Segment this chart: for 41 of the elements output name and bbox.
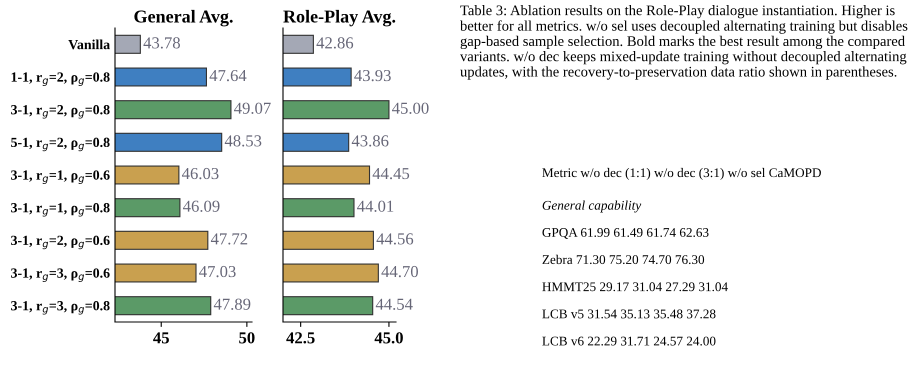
x-tick-label: 42.5: [286, 332, 315, 344]
data-label: 43.78: [143, 37, 180, 49]
text: General capability: [542, 200, 642, 212]
y-tick-label: 1-1, r$_{g}$=2, ρ$_{g}$=0.8: [12, 72, 110, 86]
data-label: 46.09: [183, 200, 220, 212]
data-label: 49.07: [234, 102, 271, 114]
data-label: 47.72: [210, 233, 248, 245]
data-label: 44.45: [372, 168, 410, 180]
data-label: 44.56: [376, 233, 414, 245]
data-label: 43.93: [354, 70, 391, 82]
chart-title: Role-Play Avg.: [283, 10, 396, 26]
y-tick-label: 3-1, r$_{g}$=3, ρ$_{g}$=0.6: [11, 268, 110, 282]
data-label: 42.86: [316, 37, 354, 49]
x-tick-label: 45.0: [374, 332, 403, 344]
text: LCB v5 31.54 35.13 35.48 37.28: [542, 309, 716, 318]
data-label: 43.86: [352, 135, 388, 147]
data-label: 47.89: [214, 298, 250, 310]
data-label: 47.03: [199, 266, 236, 278]
text: HMMT25 29.17 31.04 27.29 31.04: [542, 282, 728, 292]
y-tick-label: 3-1, r$_{g}$=1, ρ$_{g}$=0.6: [11, 170, 110, 184]
y-tick-label: 3-1, r$_{g}$=2, ρ$_{g}$=0.8: [11, 105, 110, 119]
data-label: 48.53: [224, 135, 262, 147]
y-tick-label: Vanilla: [68, 40, 110, 50]
caption: Table 3: Ablation results on the Role-Play dialogue instantiation. Higher is better for all metrics. w/o sel uses decoupled alternating training but disables gap-based sample selection. Bold marks the best result among the compared variants. w/o dec keeps mixed-update training without decoupled alternating updates, with the recovery-to-preservation data ratio shown in parentheses.: [460, 5, 908, 80]
data-label: 46.03: [182, 168, 219, 180]
data-label: 45.00: [392, 102, 429, 114]
x-tick-label: 50: [239, 332, 255, 344]
data-label: 44.54: [376, 298, 413, 310]
data-label: 44.01: [357, 200, 394, 212]
y-tick-label: 3-1, r$_{g}$=1, ρ$_{g}$=0.8: [11, 203, 110, 217]
text: GPQA 61.99 61.49 61.74 62.63: [542, 228, 709, 239]
text: Metric w/o dec (1:1) w/o dec (3:1) w/o sel CaMOPD: [542, 168, 821, 180]
text: LCB v6 22.29 31.71 24.57 24.00: [542, 336, 716, 346]
y-tick-label: 3-1, r$_{g}$=2, ρ$_{g}$=0.6: [11, 236, 110, 250]
chart-title: General Avg.: [134, 10, 233, 26]
x-tick-label: 45: [153, 332, 169, 344]
y-tick-label: 3-1, r$_{g}$=3, ρ$_{g}$=0.8: [11, 301, 110, 315]
data-label: 44.70: [381, 266, 418, 278]
y-tick-label: 5-1, r$_{g}$=2, ρ$_{g}$=0.8: [11, 138, 110, 152]
text: Zebra 71.30 75.20 74.70 76.30: [542, 254, 704, 264]
data-label: 47.64: [210, 70, 246, 82]
